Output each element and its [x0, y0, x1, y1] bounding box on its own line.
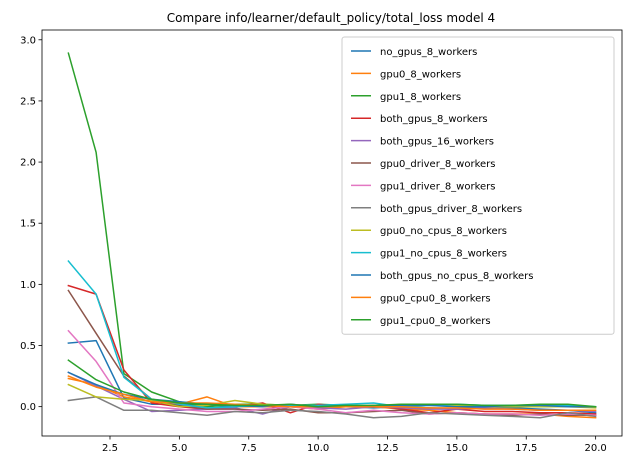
chart-title: Compare info/learner/default_policy/tota…: [167, 11, 495, 25]
legend-label: gpu0_cpu0_8_workers: [380, 293, 491, 304]
series-line-both-gpus-driver-8-workers: [67, 396, 597, 419]
x-tick-label: 12.5: [376, 443, 398, 454]
y-tick-label: 1.5: [20, 219, 36, 230]
y-tick-label: 2.5: [20, 96, 36, 107]
legend-label: gpu1_cpu0_8_workers: [380, 316, 491, 327]
legend-label: gpu0_no_cpus_8_workers: [380, 226, 507, 237]
series-line-gpu1-driver-8-workers: [67, 329, 597, 416]
y-tick-label: 0.0: [20, 402, 36, 413]
x-tick-label: 5.0: [171, 443, 187, 454]
legend-label: both_gpus_driver_8_workers: [380, 204, 522, 215]
legend-label: gpu0_8_workers: [380, 69, 461, 80]
x-axis: 2.5 5.0 7.5 10.0 12.5 15.0 17.5 20.0: [102, 436, 607, 454]
legend-label: both_gpus_16_workers: [380, 137, 494, 148]
x-tick-label: 10.0: [307, 443, 329, 454]
y-tick-label: 3.0: [20, 35, 36, 46]
plot-frame: [41, 29, 623, 437]
legend-label: gpu1_no_cpus_8_workers: [380, 249, 507, 260]
legend-label: both_gpus_8_workers: [380, 114, 488, 125]
y-axis: 0.0 0.5 1.0 1.5 2.0 2.5 3.0: [20, 35, 42, 413]
x-tick-label: 2.5: [102, 443, 118, 454]
y-tick-label: 1.0: [20, 280, 36, 291]
x-tick-label: 17.5: [515, 443, 537, 454]
x-tick-label: 7.5: [241, 443, 257, 454]
legend-label: both_gpus_no_cpus_8_workers: [380, 271, 534, 282]
legend: no_gpus_8_workers gpu0_8_workers gpu1_8_wo…: [341, 36, 615, 335]
y-tick-label: 0.5: [20, 341, 36, 352]
legend-label: gpu1_8_workers: [380, 92, 461, 103]
legend-label: gpu0_driver_8_workers: [380, 159, 496, 170]
y-tick-label: 2.0: [20, 158, 36, 169]
series-line-gpu1-cpu0-8-workers: [67, 359, 597, 408]
x-tick-label: 20.0: [585, 443, 607, 454]
legend-frame: [341, 36, 615, 335]
legend-label: gpu1_driver_8_workers: [380, 181, 496, 192]
series-line-no-gpus-8-workers: [67, 339, 597, 414]
legend-label: no_gpus_8_workers: [380, 47, 477, 58]
series-layer: [67, 52, 597, 419]
x-tick-label: 15.0: [446, 443, 468, 454]
